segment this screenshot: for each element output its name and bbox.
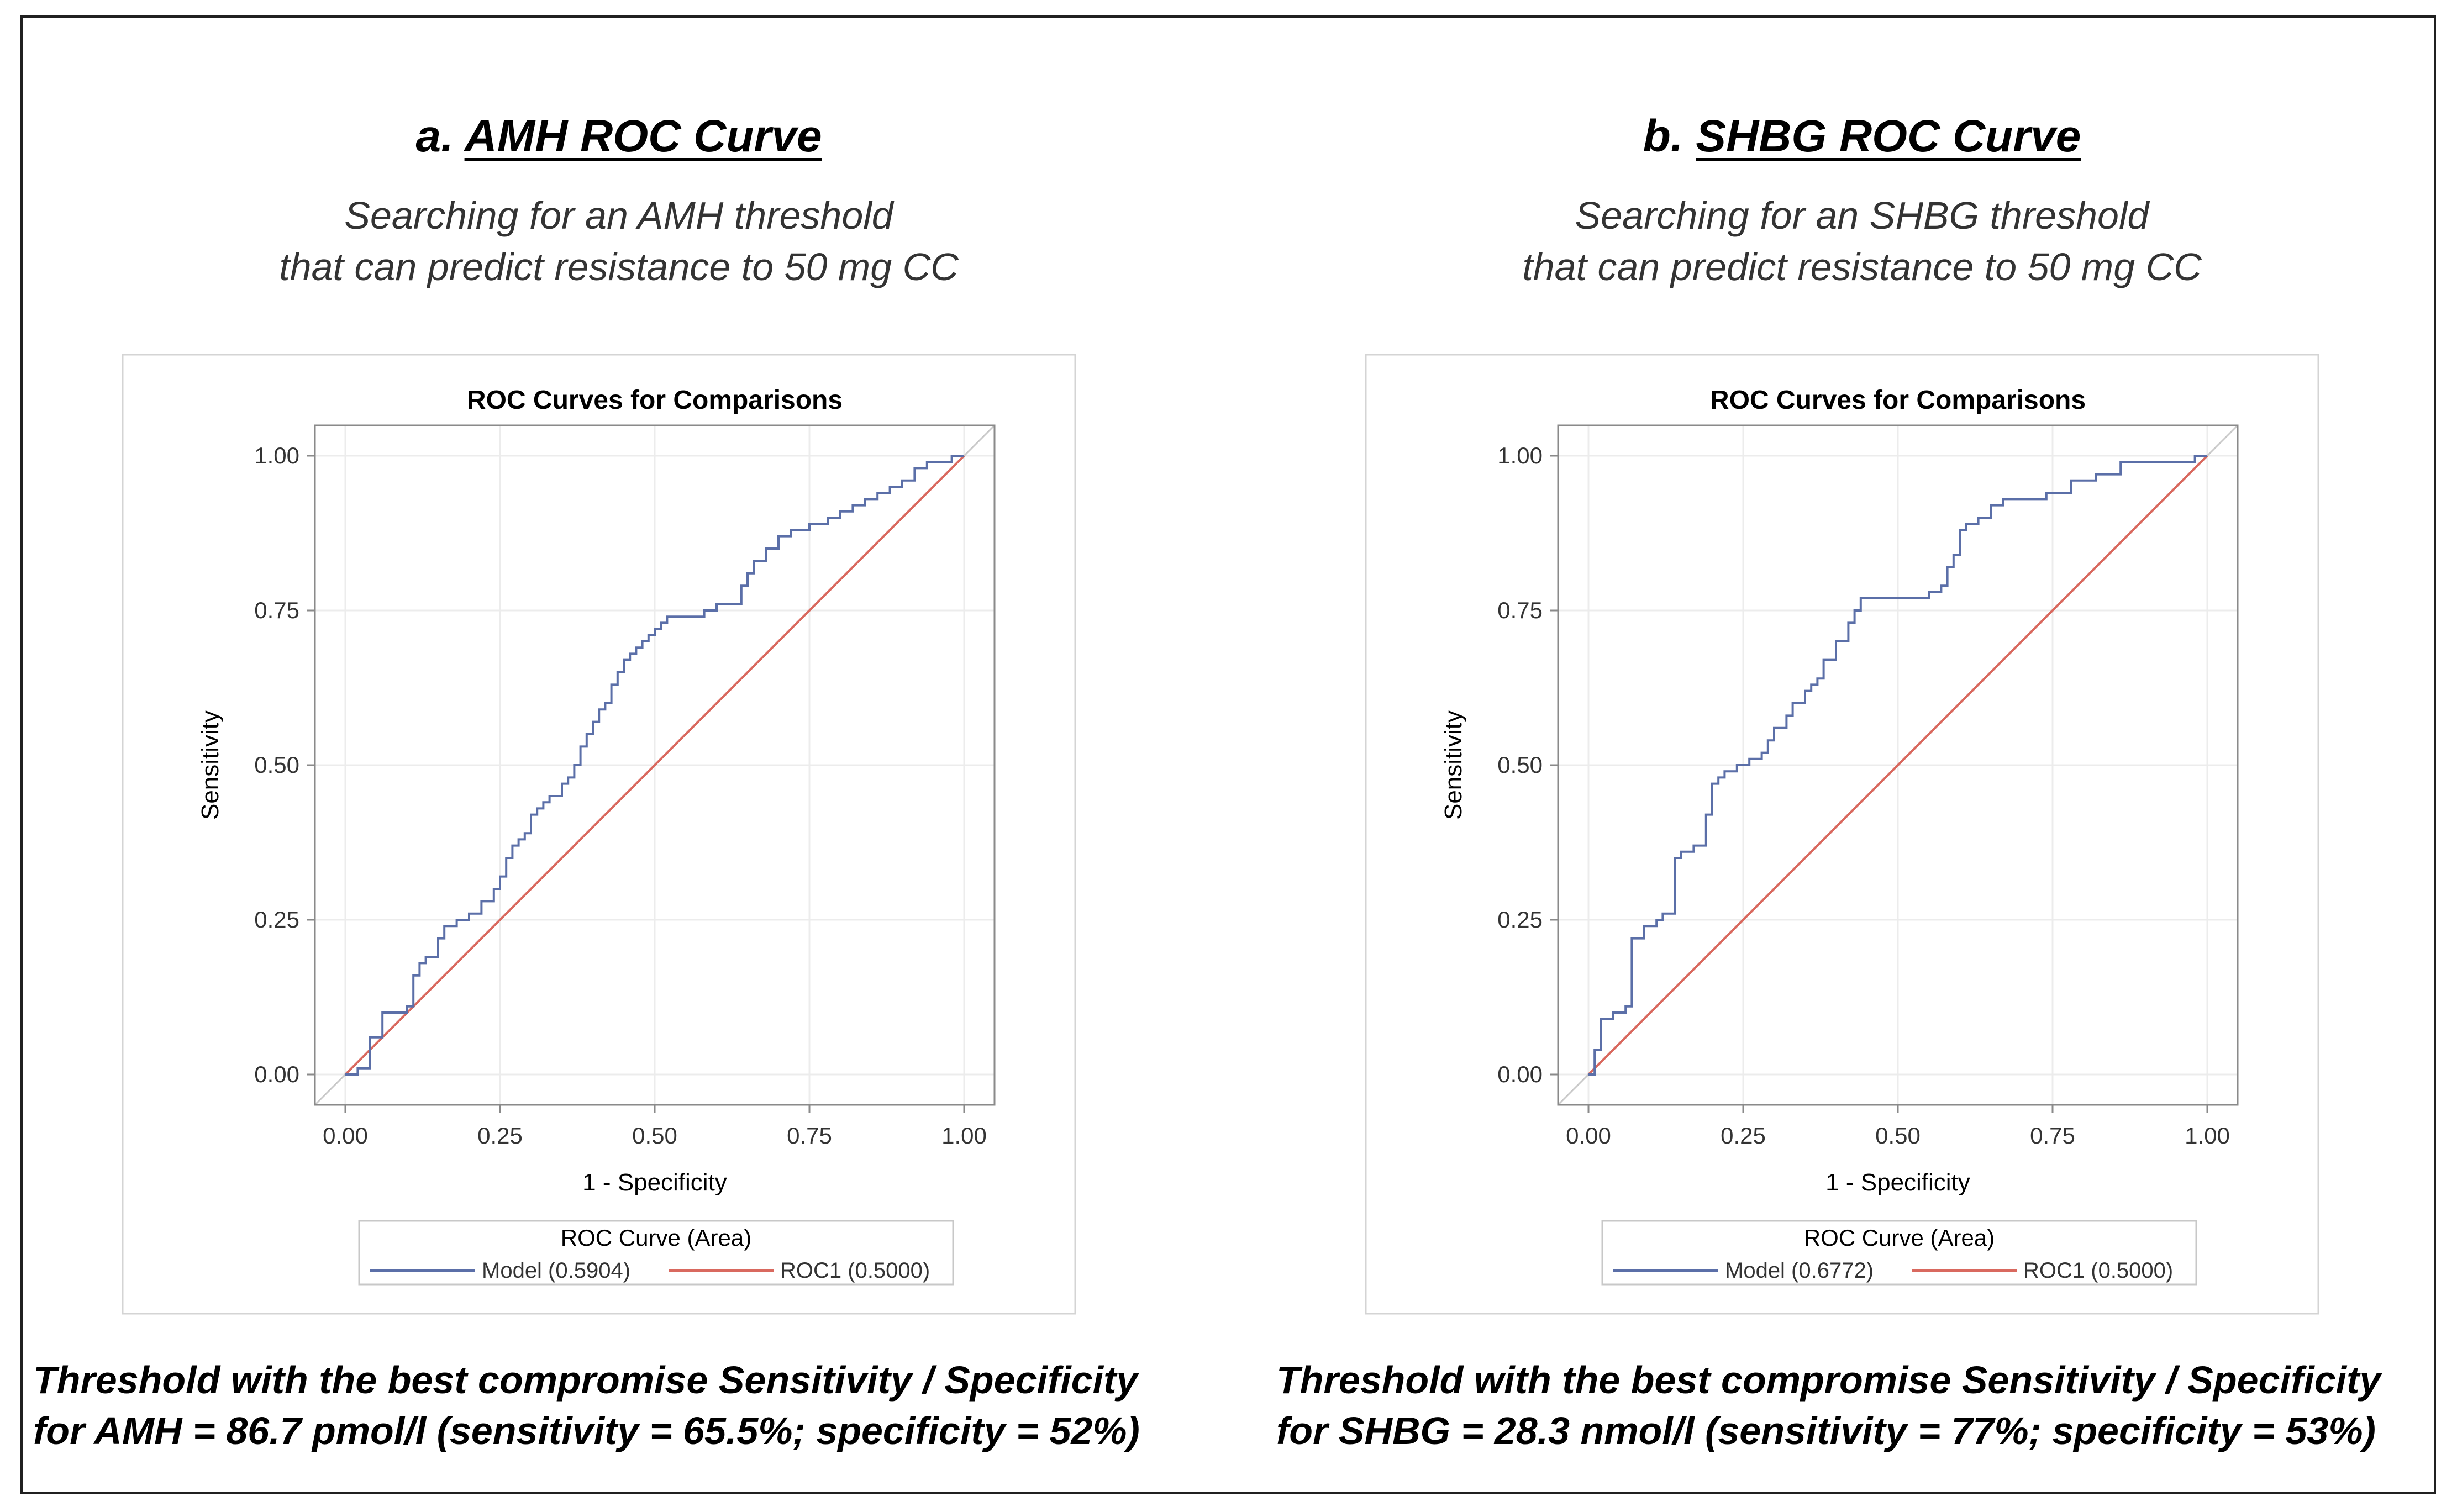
panel-subtitle-line1: Searching for an SHBG threshold <box>1575 194 2149 237</box>
panel-title: b. SHBG ROC Curve <box>1243 110 2457 162</box>
footer-line2: for SHBG = 28.3 nmol/l (sensitivity = 77… <box>1276 1409 2376 1452</box>
series-line-model <box>345 455 964 1076</box>
x-tick-label: 0.75 <box>787 1123 832 1149</box>
y-tick-label: 0.25 <box>1497 907 1543 933</box>
series-line-roc1 <box>344 455 965 1076</box>
panel-title: a. AMH ROC Curve <box>0 110 1238 162</box>
chart-background <box>1365 354 2319 1315</box>
panel-shbg: b. SHBG ROC Curve Searching for an SHBG … <box>1243 0 2457 1512</box>
x-axis-label: 1 - Specificity <box>582 1169 727 1196</box>
y-tick-label: 0.50 <box>1497 752 1543 778</box>
x-tick-label: 0.25 <box>1721 1123 1766 1149</box>
y-tick-label: 1.00 <box>254 442 299 468</box>
chart-background <box>122 354 1076 1315</box>
footer-line2: for AMH = 86.7 pmol/l (sensitivity = 65.… <box>33 1409 1140 1452</box>
y-tick-label: 1.00 <box>1497 442 1543 468</box>
legend-box <box>358 1220 954 1286</box>
chart-title: ROC Curves for Comparisons <box>1710 386 2086 415</box>
footer-line1: Threshold with the best compromise Sensi… <box>33 1358 1138 1402</box>
legend-label-roc1: ROC1 (0.5000) <box>2023 1258 2173 1283</box>
series-line-model <box>1588 455 2207 1076</box>
legend-box <box>1601 1220 2197 1286</box>
x-tick-label: 0.00 <box>323 1123 368 1149</box>
panel-title-prefix: b. <box>1643 111 1683 161</box>
x-tick-label: 1.00 <box>941 1123 987 1149</box>
x-tick-label: 0.00 <box>1566 1123 1611 1149</box>
y-tick-label: 0.50 <box>254 752 299 778</box>
panel-subtitle-line2: that can predict resistance to 50 mg CC <box>279 245 959 288</box>
y-axis-label: Sensitivity <box>197 710 224 820</box>
x-tick-label: 0.75 <box>2030 1123 2075 1149</box>
series-line-roc1 <box>1587 455 2208 1076</box>
panel-subtitle-line2: that can predict resistance to 50 mg CC <box>1522 245 2202 288</box>
panel-subtitle-line1: Searching for an AMH threshold <box>344 194 893 237</box>
y-tick-label: 0.00 <box>1497 1061 1543 1087</box>
roc-chart-amh: ROC Curves for Comparisons 0.00 0.25 0.50 0… <box>122 354 1076 1315</box>
y-tick-label: 0.25 <box>254 907 299 933</box>
panel-title-prefix: a. <box>415 111 454 161</box>
figure-frame <box>20 15 2436 1494</box>
legend-label-model: Model (0.5904) <box>482 1258 630 1283</box>
panel-title-main: AMH ROC Curve <box>464 111 822 161</box>
chart-title: ROC Curves for Comparisons <box>467 386 843 415</box>
legend-label-roc1: ROC1 (0.5000) <box>780 1258 930 1283</box>
y-tick-label: 0.75 <box>1497 597 1543 623</box>
panel-amh: a. AMH ROC Curve Searching for an AMH th… <box>0 110 1238 1452</box>
y-tick-label: 0.75 <box>254 597 299 623</box>
legend-title: ROC Curve (Area) <box>561 1225 751 1251</box>
roc-chart-shbg: ROC Curves for Comparisons 0.00 0.25 0.50 0… <box>1365 354 2319 1315</box>
x-tick-label: 0.50 <box>1875 1123 1921 1149</box>
panel-title-main: SHBG ROC Curve <box>1696 111 2081 161</box>
x-tick-label: 0.25 <box>477 1123 523 1149</box>
legend-label-model: Model (0.6772) <box>1725 1258 1874 1283</box>
y-tick-label: 0.00 <box>254 1061 299 1087</box>
legend: ROC Curve (Area) Model (0.5904) ROC1 (0.… <box>358 1220 954 1286</box>
legend-title: ROC Curve (Area) <box>1804 1225 1995 1251</box>
x-tick-label: 1.00 <box>2185 1123 2230 1149</box>
x-tick-label: 0.50 <box>632 1123 677 1149</box>
y-axis-label: Sensitivity <box>1440 710 1467 820</box>
footer-line1: Threshold with the best compromise Sensi… <box>1276 1358 2381 1402</box>
legend: ROC Curve (Area) Model (0.6772) ROC1 (0.… <box>1601 1220 2197 1286</box>
x-axis-label: 1 - Specificity <box>1825 1169 1970 1196</box>
